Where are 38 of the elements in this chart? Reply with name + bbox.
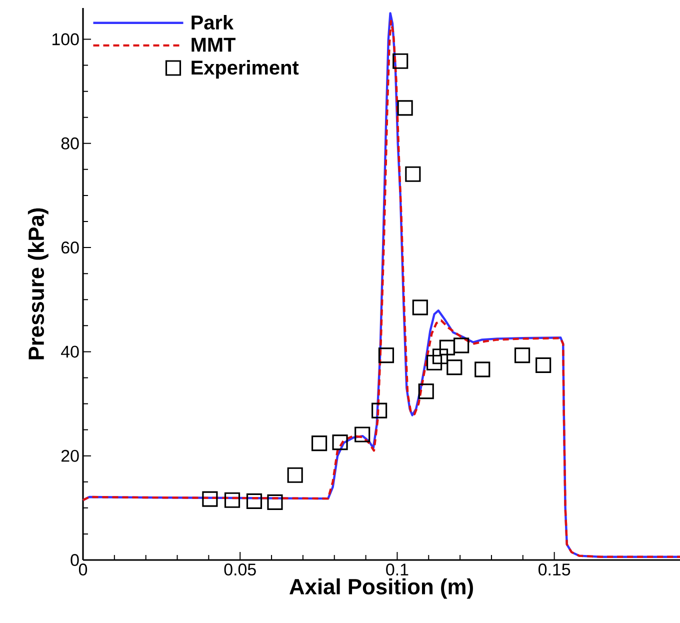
point [439,340,455,356]
point [405,166,421,182]
point [246,493,262,509]
point [378,348,394,364]
point [474,362,490,378]
point [392,53,408,69]
y-tick-label: 100 [52,33,79,46]
point [202,491,218,507]
point [311,436,328,452]
y-tick-label: 0 [70,554,79,566]
point [432,348,448,364]
point [397,100,413,116]
x-tick-label: 0.1 [386,564,408,576]
point [412,300,428,316]
y-axis-title: Pressure (kPa) [28,208,48,360]
point [426,354,442,370]
y-tick-label: 80 [61,137,79,150]
x-tick-label: 0.05 [224,564,256,576]
point [446,360,462,376]
point [267,494,283,510]
legend-label: Experiment [192,60,299,79]
y-tick-label: 20 [62,450,79,462]
point [354,426,370,442]
point [372,402,388,418]
legend-label: MMT [192,38,236,52]
point [332,434,348,450]
y-tick-label: 60 [62,242,79,254]
x-tick-label: 0.15 [538,564,570,576]
point [536,357,552,374]
point [224,492,240,508]
point [514,348,530,364]
x-tick-label: 0 [78,564,88,576]
point [454,338,470,354]
x-axis-title: Axial Position (m) [290,578,473,599]
legend-label: Park [192,14,234,30]
y-tick-label: 40 [61,346,79,358]
point [287,467,303,483]
point [418,383,434,400]
